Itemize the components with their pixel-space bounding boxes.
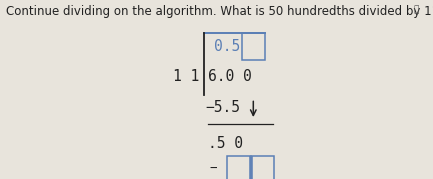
Bar [252, 156, 274, 179]
Text: −5.5: −5.5 [205, 100, 240, 115]
Text: Continue dividing on the algorithm. What is 50 hundredths divided by 11 ones?: Continue dividing on the algorithm. What… [6, 5, 433, 18]
Text: 6.0 0: 6.0 0 [208, 69, 252, 84]
Bar [242, 33, 265, 61]
Text: 0.5: 0.5 [214, 39, 240, 54]
Bar [227, 156, 250, 179]
Text: 1 1: 1 1 [173, 69, 199, 84]
Text: .5 0: .5 0 [208, 136, 243, 151]
Text: −: − [209, 162, 216, 175]
Text: 🔊: 🔊 [414, 5, 419, 14]
